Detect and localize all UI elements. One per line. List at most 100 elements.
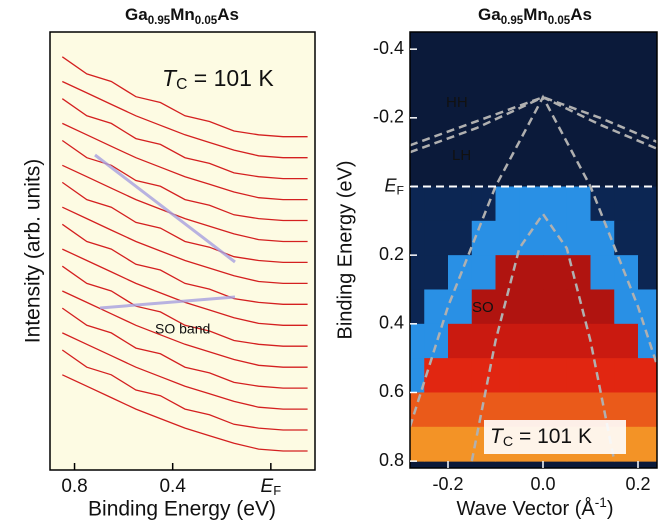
band-label: HH — [446, 94, 468, 111]
heat-cell — [448, 427, 472, 462]
heat-cell — [591, 255, 615, 290]
heat-cell — [591, 186, 615, 221]
heat-cell — [519, 289, 543, 324]
heat-cell — [401, 255, 425, 290]
heat-cell — [401, 186, 425, 221]
text-part: Ga — [125, 5, 148, 24]
tick-label: 0.2 — [625, 474, 650, 494]
tick-label: -0.2 — [432, 474, 463, 494]
tick-label: 0.4 — [159, 476, 186, 497]
heat-cell — [401, 289, 425, 324]
heat-cell — [567, 221, 591, 256]
text-part: C — [176, 76, 187, 93]
heat-cell — [424, 358, 448, 393]
heat-cell — [472, 255, 496, 290]
heat-cell — [401, 221, 425, 256]
heat-cell — [567, 186, 591, 221]
heat-cell — [424, 392, 448, 427]
tick-label: 0.6 — [379, 381, 404, 401]
heat-cell — [424, 221, 448, 256]
text-part: Wave Vector (Å — [457, 497, 596, 520]
heat-cell — [519, 186, 543, 221]
text-part: -1 — [595, 495, 607, 510]
heat-cell — [638, 255, 659, 290]
tick-label: EF — [385, 175, 405, 197]
heat-cell — [543, 358, 567, 393]
band-label: SO — [472, 299, 494, 316]
heat-cell — [424, 324, 448, 359]
heat-cell — [614, 358, 638, 393]
heat-cell — [401, 427, 425, 462]
heat-cell — [448, 392, 472, 427]
heat-cell — [543, 255, 567, 290]
heat-cell — [638, 221, 659, 256]
heat-cell — [614, 255, 638, 290]
heat-cell — [543, 289, 567, 324]
y-axis-label: Intensity (arb. units) — [22, 159, 45, 343]
x-axis-label: Wave Vector (Å-1) — [457, 495, 614, 521]
heat-cell — [448, 289, 472, 324]
heat-cell — [472, 358, 496, 393]
heat-cell — [543, 324, 567, 359]
tick-label: -0.4 — [373, 38, 404, 58]
right-title: Ga0.95Mn0.05As — [478, 5, 592, 27]
heat-cell — [638, 186, 659, 221]
heat-cell — [496, 186, 520, 221]
heat-cell — [638, 324, 659, 359]
text-part: 0.05 — [548, 15, 571, 27]
heat-cell — [519, 358, 543, 393]
heat-cell — [543, 221, 567, 256]
heat-cell — [424, 255, 448, 290]
heat-cell — [614, 221, 638, 256]
heat-cell — [448, 358, 472, 393]
heat-cell — [638, 427, 659, 462]
text-part: As — [570, 5, 592, 24]
heat-cell — [496, 358, 520, 393]
heat-cell — [424, 289, 448, 324]
heat-cell — [519, 255, 543, 290]
heat-cell — [567, 289, 591, 324]
heat-cell — [401, 324, 425, 359]
heat-cell — [591, 289, 615, 324]
text-part: Mn — [523, 5, 548, 24]
text-part: = 101 K — [513, 425, 592, 448]
tick-label: -0.2 — [373, 107, 404, 127]
text-part: Mn — [170, 5, 195, 24]
text-part: 0.05 — [195, 15, 218, 27]
heat-cell — [496, 221, 520, 256]
heat-cell — [448, 186, 472, 221]
y-axis-label: Binding Energy (eV) — [334, 161, 356, 340]
text-part: ) — [607, 498, 614, 520]
tick-label: EF — [261, 476, 282, 498]
heat-cell — [424, 186, 448, 221]
heat-cell — [638, 392, 659, 427]
tick-label: 0.2 — [379, 244, 404, 264]
text-part: F — [273, 483, 281, 498]
heat-cell — [614, 324, 638, 359]
heat-cell — [424, 427, 448, 462]
heat-cell — [448, 324, 472, 359]
heat-cell — [614, 289, 638, 324]
x-axis-label: Binding Energy (eV) — [88, 498, 276, 521]
heat-cell — [543, 186, 567, 221]
heat-cell — [519, 324, 543, 359]
heat-cell — [448, 221, 472, 256]
text-part: 0.95 — [501, 15, 524, 27]
heat-cell — [567, 358, 591, 393]
heat-cell — [496, 255, 520, 290]
text-part: F — [397, 184, 404, 198]
heat-cell — [614, 186, 638, 221]
band-note: SO band — [155, 321, 210, 337]
tick-label: 0.0 — [530, 474, 555, 494]
tick-label: 0.8 — [379, 450, 404, 470]
tick-label: 0.4 — [379, 313, 404, 333]
left-plot-area — [50, 32, 315, 470]
text-part: As — [217, 5, 239, 24]
tick-label: 0.8 — [61, 476, 87, 497]
text-part: E — [261, 476, 274, 497]
heat-cell — [519, 221, 543, 256]
text-part: Ga — [478, 5, 501, 24]
text-part: 0.95 — [148, 15, 171, 27]
text-part: = 101 K — [187, 65, 274, 91]
